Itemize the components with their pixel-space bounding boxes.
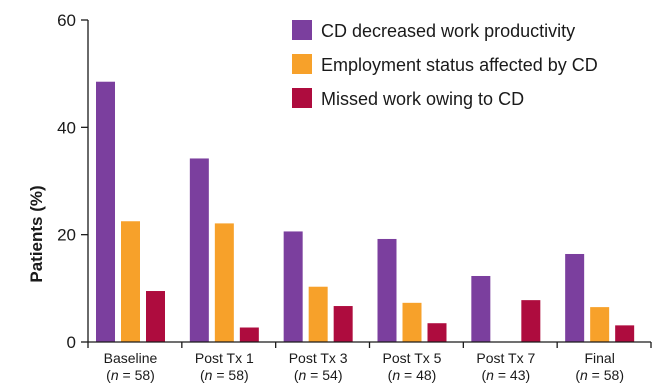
bar-1-baseline (96, 81, 115, 342)
x-category-n-label: (n = 58) (575, 367, 624, 383)
bar-3-post-tx-5 (427, 323, 447, 342)
legend: CD decreased work productivity Employment… (292, 20, 598, 109)
x-category-n-label: (n = 58) (106, 367, 155, 383)
bar-2-post-tx-3 (308, 286, 328, 342)
y-tick-label: 20 (57, 226, 76, 245)
x-category-n-label: (n = 54) (294, 367, 343, 383)
x-category-label: Post Tx 7 (476, 350, 535, 366)
y-axis: 0 20 40 60 (57, 11, 89, 352)
bar-3-post-tx-3 (333, 306, 353, 342)
x-category-n-label: (n = 48) (388, 367, 437, 383)
x-category-label: Post Tx 3 (289, 350, 348, 366)
bar-1-post-tx-7 (471, 275, 491, 342)
x-category-label: Final (584, 350, 614, 366)
bar-2-post-tx-1 (214, 223, 234, 342)
bar-2-final (590, 307, 610, 342)
bar-3-baseline (146, 291, 165, 342)
bar-1-post-tx-5 (377, 238, 397, 342)
bar-2-post-tx-5 (402, 302, 422, 342)
bar-3-final (615, 325, 635, 342)
y-axis-title: Patients (%) (27, 185, 46, 282)
legend-swatch (292, 88, 312, 108)
legend-swatch (292, 20, 312, 40)
y-tick-label: 60 (57, 11, 76, 30)
bar-1-final (565, 253, 585, 342)
x-category-label: Baseline (104, 350, 158, 366)
legend-label: Employment status affected by CD (321, 55, 598, 75)
bar-2-baseline (121, 221, 140, 342)
bar-1-post-tx-3 (283, 231, 303, 342)
bar-1-post-tx-1 (189, 158, 209, 342)
x-axis: Baseline(n = 58)Post Tx 1(n = 58)Post Tx… (87, 341, 652, 383)
bars-group (96, 81, 635, 342)
legend-label: CD decreased work productivity (321, 21, 575, 41)
y-tick-label: 0 (67, 333, 76, 352)
bar-3-post-tx-7 (521, 300, 541, 342)
legend-swatch (292, 54, 312, 74)
x-category-label: Post Tx 5 (383, 350, 442, 366)
bar-3-post-tx-1 (239, 327, 259, 342)
x-category-n-label: (n = 43) (481, 367, 530, 383)
x-category-label: Post Tx 1 (195, 350, 254, 366)
y-tick-label: 40 (57, 118, 76, 137)
legend-label: Missed work owing to CD (321, 89, 524, 109)
x-category-n-label: (n = 58) (200, 367, 249, 383)
